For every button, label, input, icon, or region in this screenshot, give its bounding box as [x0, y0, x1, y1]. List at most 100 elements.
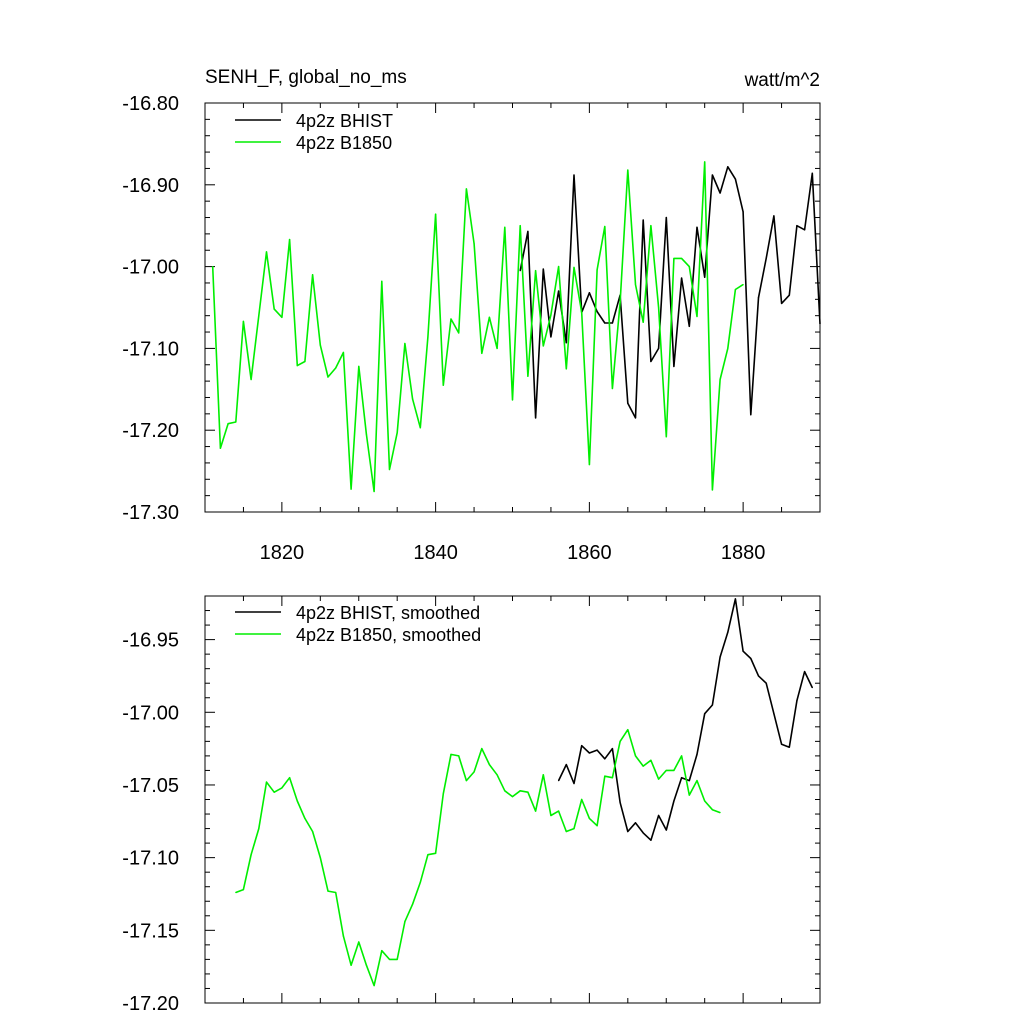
legend-label: 4p2z BHIST — [296, 111, 393, 131]
data-point — [242, 889, 245, 891]
data-point — [388, 468, 391, 471]
series-line-0 — [557, 598, 814, 842]
data-point — [611, 322, 614, 324]
data-point — [588, 463, 590, 466]
data-point — [565, 764, 567, 766]
data-point — [611, 777, 614, 779]
top-panel: -16.80 -16.90 -17.00 -17.10 -17.20 -17.30 1820… — [122, 67, 821, 564]
data-point — [319, 344, 321, 346]
data-point — [350, 488, 352, 490]
data-point — [427, 336, 429, 338]
data-point — [573, 266, 575, 269]
data-point — [496, 347, 498, 349]
data-point — [627, 729, 629, 731]
data-point — [650, 225, 652, 227]
data-point — [804, 670, 806, 673]
data-point — [296, 364, 298, 367]
series-line-1 — [211, 161, 744, 493]
data-point — [711, 174, 713, 176]
data-point — [212, 266, 214, 268]
y-tick-label: -17.00 — [122, 702, 179, 724]
data-point — [719, 192, 721, 194]
data-point — [688, 780, 690, 782]
data-point — [711, 704, 713, 706]
data-point — [588, 752, 590, 754]
data-point — [657, 778, 660, 780]
legend-label: 4p2z BHIST, smoothed — [296, 603, 480, 623]
data-point — [350, 964, 352, 966]
data-point — [473, 243, 475, 245]
data-point — [788, 294, 790, 296]
y-tick-label: -17.20 — [122, 993, 179, 1015]
data-point — [550, 814, 552, 817]
data-point — [527, 230, 529, 233]
y-tick-label: -17.00 — [122, 257, 179, 279]
data-point — [634, 283, 637, 286]
data-point — [496, 774, 498, 776]
data-point — [604, 322, 606, 324]
plot-frame — [204, 102, 821, 513]
data-point — [811, 686, 813, 689]
data-point — [558, 780, 560, 782]
data-point — [704, 800, 706, 802]
data-point — [388, 958, 391, 960]
data-point — [296, 800, 298, 802]
data-point — [550, 314, 552, 316]
data-point — [419, 881, 421, 883]
y-tick-label: -16.80 — [122, 93, 179, 115]
data-point — [657, 814, 660, 817]
data-point — [796, 700, 798, 702]
data-point — [527, 791, 529, 793]
y-tick-label: -17.10 — [122, 848, 179, 870]
data-point — [342, 935, 344, 937]
data-point — [534, 810, 537, 812]
data-point — [458, 332, 460, 334]
legend-label: 4p2z B1850, smoothed — [296, 625, 481, 645]
data-point — [435, 852, 437, 854]
data-point — [773, 713, 775, 715]
data-point — [642, 219, 644, 221]
data-point — [596, 749, 598, 751]
data-point — [404, 342, 406, 345]
data-point — [596, 825, 598, 827]
data-point — [727, 166, 729, 168]
data-point — [696, 753, 698, 756]
data-point — [688, 266, 690, 268]
series-line-1 — [235, 728, 721, 987]
data-point — [558, 266, 560, 268]
data-point — [780, 302, 783, 305]
data-point — [727, 631, 729, 633]
data-point — [573, 782, 575, 785]
units-label: watt/m^2 — [744, 70, 820, 91]
data-point — [673, 769, 675, 772]
data-point — [481, 352, 483, 354]
data-point — [504, 790, 506, 792]
data-point — [650, 759, 652, 761]
data-point — [519, 270, 521, 272]
data-point — [619, 740, 621, 742]
data-point — [657, 347, 660, 349]
data-point — [427, 854, 429, 856]
series-line-0 — [519, 166, 821, 419]
data-point — [604, 758, 606, 760]
data-point — [527, 375, 529, 377]
data-point — [419, 427, 421, 429]
data-point — [611, 748, 614, 750]
data-point — [627, 169, 629, 171]
data-point — [727, 347, 729, 349]
data-point — [581, 745, 583, 747]
data-point — [719, 378, 721, 381]
data-point — [281, 316, 283, 318]
data-point — [442, 793, 444, 795]
y-tick-label: -17.20 — [122, 420, 179, 442]
data-point — [619, 301, 621, 304]
data-point — [588, 292, 590, 294]
data-point — [273, 791, 275, 793]
data-point — [235, 421, 237, 423]
data-point — [327, 890, 329, 892]
data-point — [358, 941, 360, 943]
data-point — [450, 753, 452, 756]
data-point — [665, 436, 667, 438]
data-point — [650, 839, 652, 841]
